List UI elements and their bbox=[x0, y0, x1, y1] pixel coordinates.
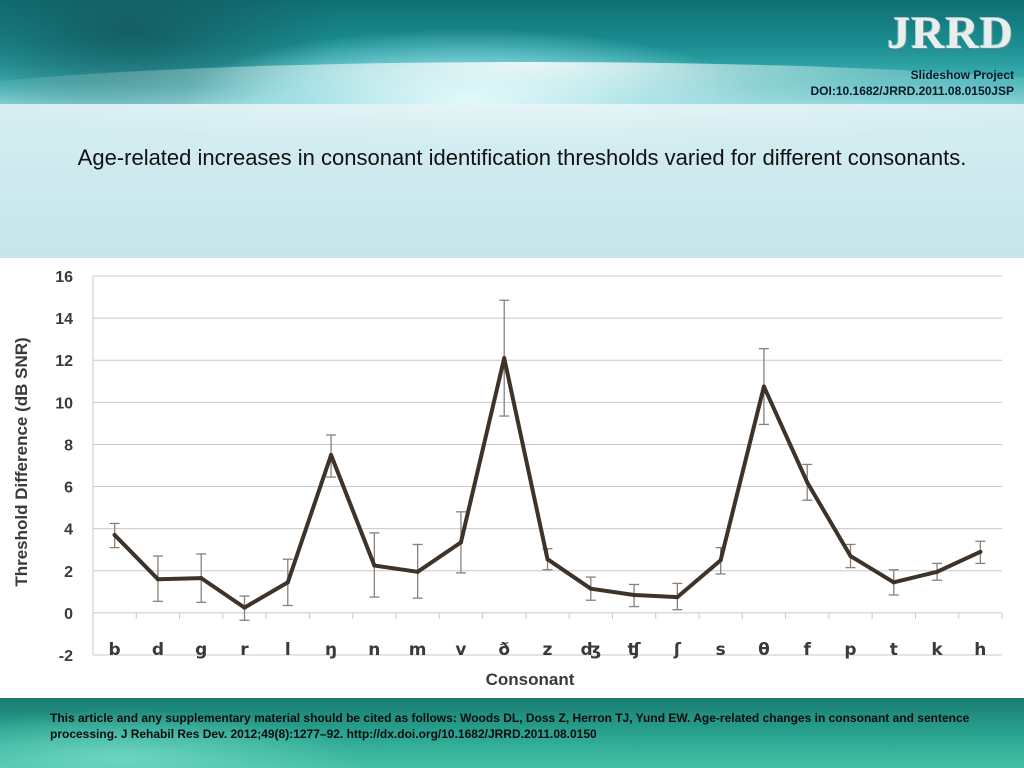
x-tick-label: h bbox=[974, 640, 986, 660]
data-point bbox=[718, 558, 723, 563]
x-tick-label: s bbox=[716, 640, 726, 660]
y-axis-label: Threshold Difference (dB SNR) bbox=[12, 337, 31, 586]
y-tick-label: 4 bbox=[64, 522, 73, 539]
data-point bbox=[155, 577, 160, 582]
header-light-sweep bbox=[0, 62, 1024, 152]
y-tick-label: 0 bbox=[64, 606, 73, 623]
jrrd-logo: JRRD bbox=[887, 7, 1014, 58]
x-tick-label: ð bbox=[498, 640, 510, 660]
x-tick-label: n bbox=[368, 640, 380, 660]
data-point bbox=[285, 580, 290, 585]
y-tick-label: -2 bbox=[59, 648, 73, 665]
line-chart: -2 0 2 4 6 8 10 12 14 16 b d g r l ŋ n m v ð z ʤ ʧ ʃ s θ f p t k h Th… bbox=[12, 269, 1003, 689]
data-series bbox=[112, 356, 983, 610]
slide-footer: This article and any supplementary mater… bbox=[0, 698, 1024, 768]
chart-area: -2 0 2 4 6 8 10 12 14 16 b d g r l ŋ n m v ð z ʤ ʧ ʃ s θ f p t k h Th… bbox=[0, 258, 1024, 698]
x-tick-label: b bbox=[109, 640, 121, 660]
data-point bbox=[112, 532, 117, 537]
x-tick-label: p bbox=[844, 640, 856, 660]
y-tick-label: 8 bbox=[64, 437, 73, 454]
x-tick-label: d bbox=[152, 640, 164, 660]
project-info: Slideshow Project DOI:10.1682/JRRD.2011.… bbox=[811, 67, 1014, 99]
data-point bbox=[761, 384, 766, 389]
x-tick-label: k bbox=[931, 640, 943, 660]
y-tick-label: 12 bbox=[55, 353, 73, 370]
y-tick-label: 6 bbox=[64, 480, 73, 497]
y-tick-label: 16 bbox=[55, 269, 73, 286]
x-tick-label: f bbox=[804, 640, 812, 660]
citation-text: This article and any supplementary mater… bbox=[50, 711, 970, 741]
data-point bbox=[329, 452, 334, 457]
x-tick-label: l bbox=[285, 640, 291, 660]
y-tick-labels: -2 0 2 4 6 8 10 12 14 16 bbox=[55, 269, 73, 665]
x-tick-label: ʃ bbox=[673, 640, 682, 660]
data-point bbox=[675, 595, 680, 600]
x-tick-label: g bbox=[195, 640, 207, 660]
doi-line: DOI:10.1682/JRRD.2011.08.0150JSP bbox=[810, 84, 1014, 98]
y-tick-label: 10 bbox=[55, 395, 73, 412]
x-tick-label: m bbox=[409, 640, 427, 660]
x-tick-label: v bbox=[455, 640, 466, 660]
project-line: Slideshow Project bbox=[910, 68, 1014, 82]
x-tick-label: t bbox=[890, 640, 898, 660]
data-point bbox=[415, 569, 420, 574]
data-point bbox=[458, 540, 463, 545]
data-point bbox=[848, 554, 853, 559]
data-point bbox=[978, 549, 983, 554]
data-point bbox=[632, 592, 637, 597]
data-point bbox=[805, 480, 810, 485]
slide-header: JRRD Slideshow Project DOI:10.1682/JRRD.… bbox=[0, 0, 1024, 258]
grid-lines bbox=[92, 275, 1003, 656]
x-axis-label: Consonant bbox=[486, 670, 575, 689]
data-point bbox=[588, 586, 593, 591]
x-tick-label: r bbox=[240, 640, 249, 660]
x-tick-label: ŋ bbox=[325, 640, 337, 660]
data-point bbox=[545, 557, 550, 562]
data-point bbox=[199, 576, 204, 581]
data-point bbox=[242, 605, 247, 610]
x-tick-label: ʧ bbox=[628, 640, 642, 660]
slide-title: Age-related increases in consonant ident… bbox=[77, 145, 967, 170]
data-point bbox=[891, 580, 896, 585]
error-bars bbox=[109, 299, 986, 621]
x-tick-label: θ bbox=[758, 640, 770, 660]
y-tick-label: 14 bbox=[55, 311, 73, 328]
y-tick-label: 2 bbox=[64, 564, 73, 581]
data-point bbox=[502, 356, 507, 361]
data-point bbox=[372, 563, 377, 568]
data-point bbox=[935, 569, 940, 574]
x-tick-label: z bbox=[543, 640, 553, 660]
x-tick-label: ʤ bbox=[580, 640, 601, 660]
